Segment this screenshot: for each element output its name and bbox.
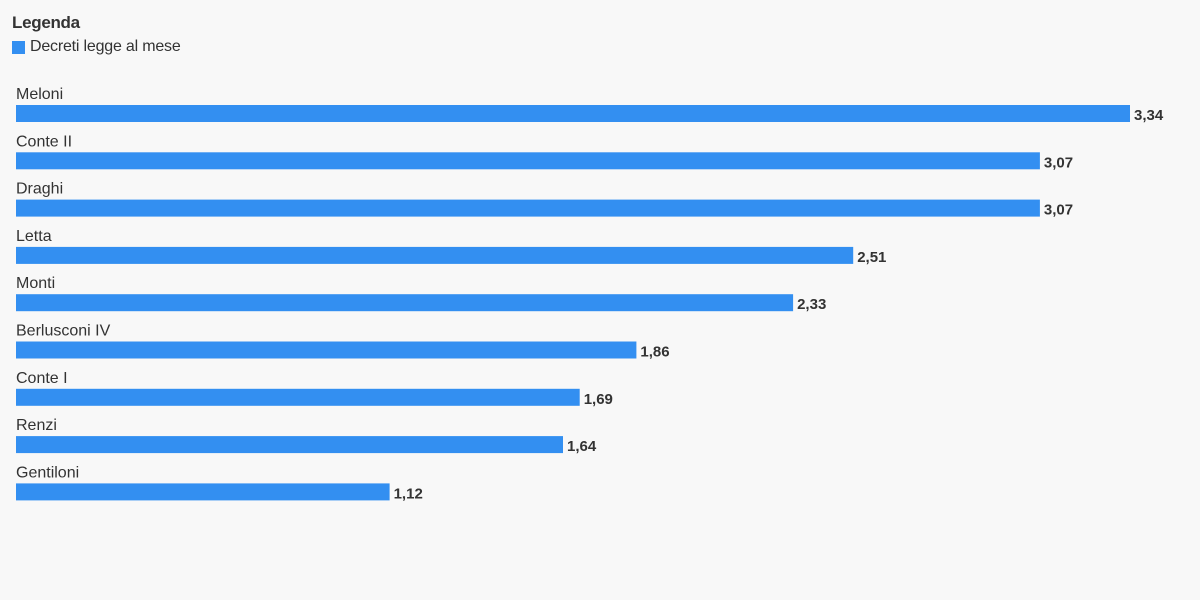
bar bbox=[16, 483, 390, 501]
category-label: Letta bbox=[16, 228, 52, 245]
bar bbox=[16, 105, 1130, 122]
legend-item: Decreti legge al mese bbox=[12, 37, 181, 57]
value-label: 1,64 bbox=[567, 438, 597, 455]
bar bbox=[16, 152, 1040, 170]
bar bbox=[16, 246, 854, 264]
category-label: Conte II bbox=[16, 133, 72, 150]
legend-swatch bbox=[12, 40, 25, 54]
bar bbox=[16, 436, 563, 454]
category-label: Berlusconi IV bbox=[16, 323, 111, 340]
value-label: 2,51 bbox=[857, 249, 886, 266]
value-label: 1,12 bbox=[394, 485, 423, 502]
legend-title: Legenda bbox=[12, 13, 80, 32]
category-label: Renzi bbox=[16, 417, 57, 434]
bar bbox=[16, 199, 1040, 217]
bar bbox=[16, 341, 637, 359]
value-label: 3,34 bbox=[1134, 107, 1164, 124]
legend-label: Decreti legge al mese bbox=[30, 38, 181, 55]
chart-legend: Legenda Decreti legge al mese bbox=[12, 12, 181, 57]
category-label: Meloni bbox=[16, 86, 63, 103]
value-label: 2,33 bbox=[797, 296, 826, 313]
bar bbox=[16, 388, 580, 406]
value-label: 1,69 bbox=[584, 391, 613, 408]
value-label: 3,07 bbox=[1044, 154, 1073, 171]
value-label: 1,86 bbox=[640, 344, 669, 361]
category-label: Conte I bbox=[16, 370, 68, 387]
category-label: Gentiloni bbox=[16, 464, 79, 481]
bar bbox=[16, 294, 794, 312]
category-label: Draghi bbox=[16, 181, 63, 198]
category-label: Monti bbox=[16, 275, 55, 292]
value-label: 3,07 bbox=[1044, 202, 1073, 219]
